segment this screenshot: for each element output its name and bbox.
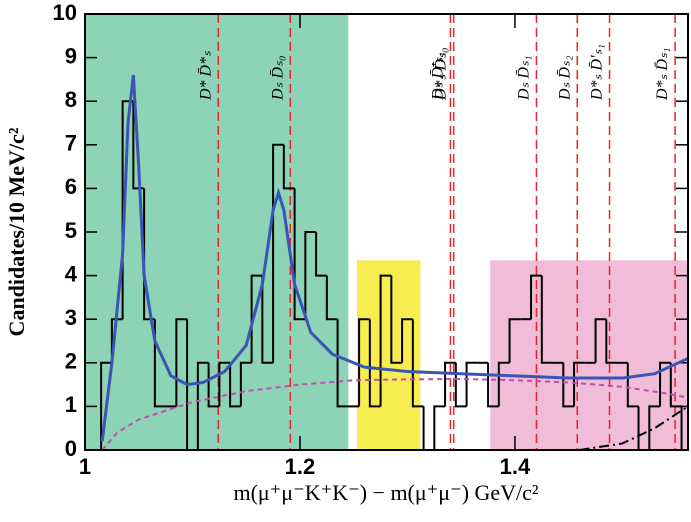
region xyxy=(356,260,421,450)
histogram-bin xyxy=(250,274,263,363)
y-tick-label: 2 xyxy=(65,349,77,374)
histogram-bin xyxy=(605,319,618,364)
y-tick-label: 5 xyxy=(65,218,77,243)
x-tick-label: 1 xyxy=(79,454,91,479)
fit-curve xyxy=(100,74,689,442)
histogram-bin xyxy=(487,362,499,408)
histogram-bin xyxy=(659,361,671,407)
threshold-label: Dₛ D̄ₛ₀ xyxy=(269,55,286,101)
y-tick-label: 4 xyxy=(65,261,78,286)
histogram-bin xyxy=(153,319,166,408)
threshold-label: Dₛ D̄ₛ₂ xyxy=(556,55,573,101)
y-axis-label: Candidates/10 MeV/c² xyxy=(4,127,29,336)
histogram-bin xyxy=(379,274,392,407)
histogram-bin xyxy=(207,362,220,408)
threshold-label: D* D̄*ₛ xyxy=(197,50,214,101)
histogram-bin xyxy=(454,362,467,408)
histogram-bin xyxy=(100,361,112,450)
histogram-bin xyxy=(261,275,274,364)
y-tick-label: 7 xyxy=(65,131,77,156)
histogram-bin xyxy=(315,232,327,277)
y-tick-label: 1 xyxy=(65,392,77,417)
threshold-label: Dₛ D̄ₛ₁ xyxy=(515,55,532,101)
histogram-bin xyxy=(465,361,478,407)
histogram-bin xyxy=(422,406,435,451)
y-tick-label: 10 xyxy=(53,0,77,25)
fit-curve xyxy=(579,405,689,451)
histogram-bin xyxy=(594,318,607,363)
histogram-bin xyxy=(358,318,370,407)
histogram-bin xyxy=(669,362,683,450)
y-tick-label: 9 xyxy=(65,43,77,68)
histogram-bin xyxy=(282,144,295,190)
histogram-bin xyxy=(530,274,542,320)
histogram-bin xyxy=(411,319,424,408)
histogram-bin xyxy=(293,188,306,321)
threshold-label: D*ₛ D̄ₛ₀ xyxy=(433,47,450,101)
histogram-bin xyxy=(433,405,446,450)
histogram-bin xyxy=(218,361,231,407)
histogram-bin xyxy=(401,318,413,363)
histogram-bin xyxy=(508,318,521,363)
frame xyxy=(84,13,689,451)
fit-curve xyxy=(101,377,689,451)
histogram-bin xyxy=(497,361,510,407)
histogram-bin xyxy=(540,275,553,364)
histogram-bin xyxy=(325,275,338,321)
x-tick-label: 1.4 xyxy=(500,454,531,479)
histogram-bin xyxy=(272,143,284,363)
histogram-bin xyxy=(390,275,403,364)
y-tick-label: 0 xyxy=(65,436,77,461)
threshold-label: D*ₛ D̄′ₛ₁ xyxy=(589,44,606,101)
y-tick-label: 6 xyxy=(65,174,77,199)
region xyxy=(490,260,688,450)
x-tick-label: 1.2 xyxy=(285,454,316,479)
histogram-bin xyxy=(573,361,585,407)
x-axis-label: m(μ⁺μ⁻K⁺K⁻) − m(μ⁺μ⁻) GeV/c² xyxy=(233,480,538,505)
threshold-label: D*ₛ D̄ₛ₁ xyxy=(654,47,671,101)
histogram-bin xyxy=(229,362,241,408)
histogram-bin xyxy=(304,231,317,320)
histogram-bin xyxy=(196,361,209,450)
histogram-bin xyxy=(648,405,661,450)
threshold-label: Dₛ D̄′ₛ₁ xyxy=(429,52,446,101)
histogram-bin xyxy=(368,319,381,408)
y-tick-label: 3 xyxy=(65,305,77,330)
histogram-bin xyxy=(336,319,349,408)
histogram-bin xyxy=(444,361,456,407)
y-tick-label: 8 xyxy=(65,87,77,112)
